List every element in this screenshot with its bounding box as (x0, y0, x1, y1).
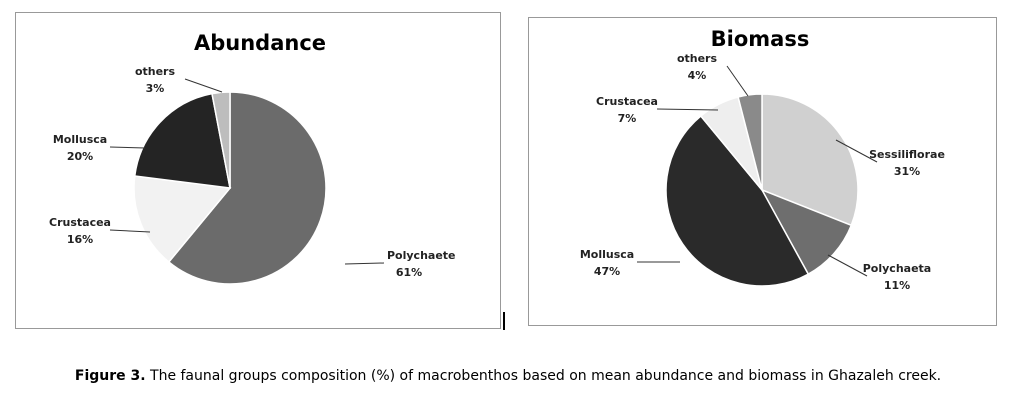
leader-line (835, 139, 878, 163)
value-label: 11% (884, 279, 910, 292)
leader-line (827, 254, 868, 277)
slice-label: others (135, 65, 176, 78)
pie-slice (761, 93, 859, 227)
pie-slice (211, 91, 231, 189)
slice-label: Mollusca (53, 133, 107, 146)
pie-slice (133, 92, 231, 189)
value-label: 61% (396, 266, 422, 279)
leader-line (656, 108, 719, 111)
pie-slice (665, 114, 810, 287)
leader-line (344, 262, 385, 265)
chart-title: Abundance (194, 31, 326, 55)
value-label: 7% (618, 112, 637, 125)
slice-label: others (677, 52, 718, 65)
leader-line (726, 65, 749, 97)
value-label: 31% (894, 165, 920, 178)
caption-label: Figure 3. (75, 368, 146, 384)
slice-label: Crustacea (596, 95, 658, 108)
pie-slice (167, 91, 327, 285)
pie-slice (133, 175, 232, 264)
value-label: 3% (146, 82, 165, 95)
pie-slice (737, 93, 763, 191)
pie-slice (760, 188, 853, 276)
value-label: 47% (594, 265, 620, 278)
chart-title: Biomass (711, 27, 810, 51)
slice-label: Polychaeta (863, 262, 931, 275)
slice-label: Polychaete (387, 249, 456, 262)
leader-line (109, 146, 146, 149)
figure-caption: Figure 3. The faunal groups composition … (75, 368, 941, 384)
slice-label: Sessiliflorae (869, 148, 945, 161)
leader-line (109, 229, 151, 233)
caption-text: The faunal groups composition (%) of mac… (149, 368, 941, 384)
value-label: 20% (67, 150, 93, 163)
slice-label: Crustacea (49, 216, 111, 229)
value-label: 4% (688, 69, 707, 82)
value-label: 16% (67, 233, 93, 246)
slice-label: Mollusca (580, 248, 634, 261)
leader-line (184, 78, 223, 93)
